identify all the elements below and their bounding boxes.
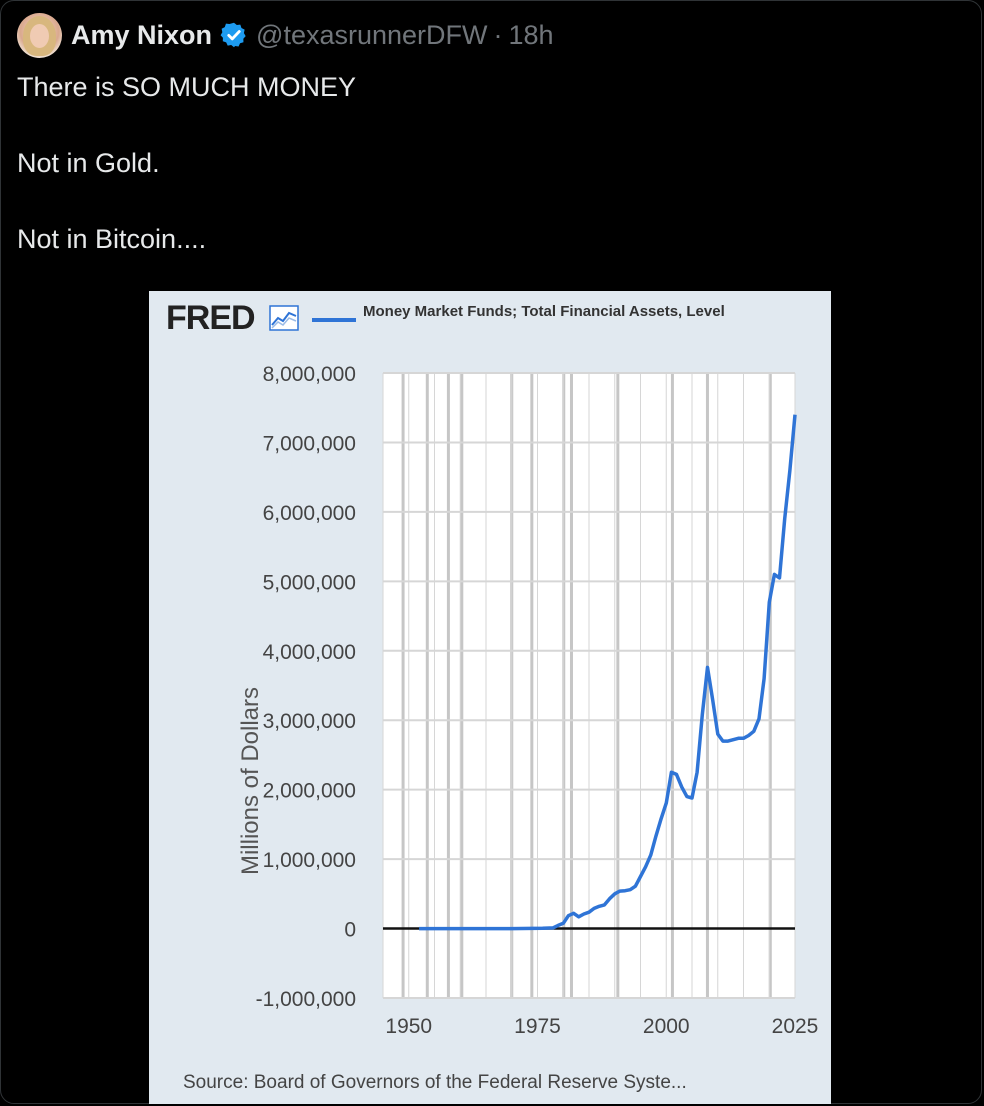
avatar[interactable] [17, 13, 62, 58]
fred-logo: FRED [166, 299, 256, 337]
post-header: Amy Nixon @texasrunnerDFW · 18h [71, 17, 554, 53]
recession-bar [670, 373, 674, 998]
x-tick-label: 1950 [385, 1015, 432, 1038]
recession-bar [460, 373, 464, 998]
recession-bar [562, 373, 566, 998]
y-tick-label: 0 [344, 919, 356, 942]
y-tick-label: 6,000,000 [263, 502, 356, 525]
post-text-line: Not in Bitcoin.... [17, 224, 207, 254]
recession-bar [401, 373, 405, 998]
x-tick-label: 1975 [514, 1015, 561, 1038]
y-tick-label: 3,000,000 [263, 710, 356, 733]
legend-label: Money Market Funds; Total Financial Asse… [363, 303, 725, 320]
series-line [419, 414, 797, 931]
recession-bar [569, 373, 573, 998]
author-handle[interactable]: @texasrunnerDFW [256, 19, 488, 50]
y-tick-label: 7,000,000 [263, 432, 356, 455]
y-tick-label: 4,000,000 [263, 641, 356, 664]
separator-dot: · [493, 19, 503, 50]
y-tick-label: 1,000,000 [263, 849, 356, 872]
post-text-line: There is SO MUCH MONEY [17, 72, 357, 102]
y-tick-label: 5,000,000 [263, 571, 356, 594]
chart-image[interactable]: FRED Money Market Funds; Total Financial… [149, 291, 831, 1104]
avatar-face [30, 24, 49, 48]
post-text-line: Not in Gold. [17, 148, 160, 178]
y-tick-label: -1,000,000 [256, 988, 356, 1011]
post-time[interactable]: 18h [508, 19, 554, 50]
y-tick-label: 8,000,000 [263, 363, 356, 386]
recession-bar [446, 373, 450, 998]
recession-bar [530, 373, 534, 998]
y-tick-label: 2,000,000 [263, 780, 356, 803]
recession-bar [705, 373, 709, 998]
chart-source: Source: Board of Governors of the Federa… [183, 1072, 687, 1093]
verified-badge-icon [220, 22, 246, 48]
recession-bar [616, 373, 620, 998]
recession-bar [425, 373, 429, 998]
author-name[interactable]: Amy Nixon [71, 19, 213, 50]
line-chart-icon [269, 305, 299, 331]
chart-plot: 8,000,000 7,000,000 6,000,000 5,000,000 4,00… [256, 363, 819, 1038]
post-text: There is SO MUCH MONEY Not in Gold. Not … [17, 68, 917, 296]
legend-swatch [312, 318, 356, 322]
x-tick-label: 2000 [643, 1015, 690, 1038]
recession-bar [768, 373, 772, 998]
x-tick-label: 2025 [772, 1015, 819, 1038]
